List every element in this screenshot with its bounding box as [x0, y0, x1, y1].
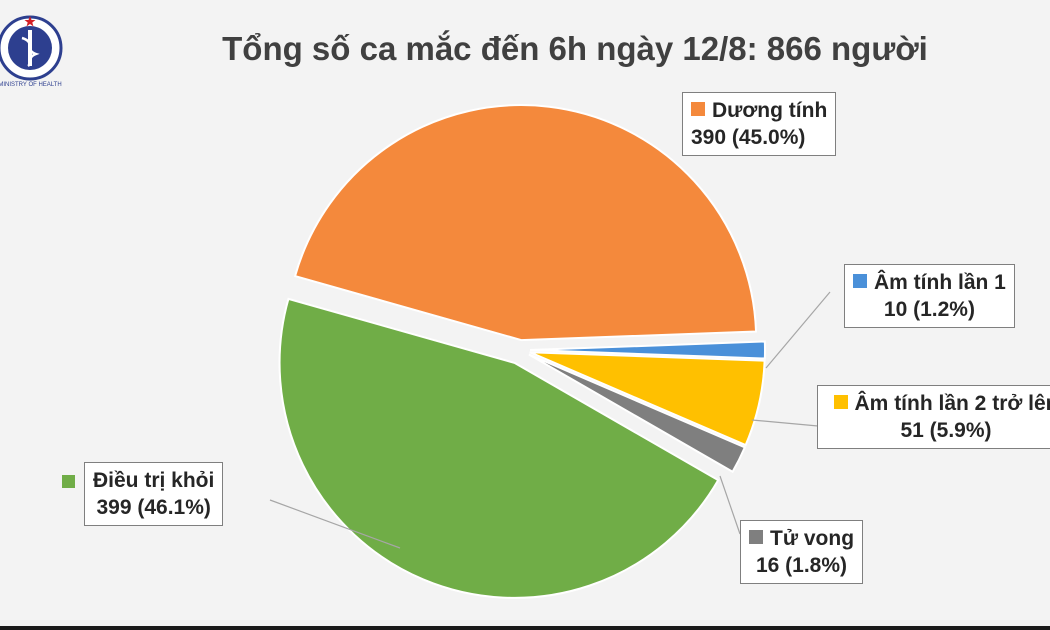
bottom-border [0, 626, 1050, 630]
ministry-of-health-logo: MINISTRY OF HEALTH [0, 15, 63, 88]
legend-swatch-duong-tinh [691, 102, 705, 116]
label-duong-tinh: Dương tính 390 (45.0%) [682, 92, 837, 156]
legend-swatch-am-tinh-2 [833, 395, 848, 409]
pie-slice-tu-vong [528, 353, 747, 474]
label-dieu-tri-khoi: Điều trị khỏi 399 (46.1%) [84, 462, 224, 526]
label-am-tinh-2: Âm tính lần 2 trở lên 51 (5.9%) [817, 385, 1050, 449]
label-name: Điều trị khỏi [93, 469, 215, 492]
label-name: Dương tính [712, 99, 828, 122]
label-value: 399 (46.1%) [96, 496, 211, 519]
leader-line-dieu-tri-khoi [269, 499, 401, 549]
label-name: Tử vong [770, 527, 855, 550]
legend-swatch-am-tinh-1 [853, 274, 867, 288]
svg-text:MINISTRY OF HEALTH: MINISTRY OF HEALTH [0, 82, 62, 88]
leader-line-am-tinh-2 [751, 419, 819, 427]
legend-swatch-dieu-tri-khoi [62, 475, 75, 488]
label-am-tinh-1: Âm tính lần 1 10 (1.2%) [844, 264, 1015, 328]
label-tu-vong: Tử vong 16 (1.8%) [740, 520, 864, 584]
label-name: Âm tính lần 2 trở lên [854, 392, 1050, 415]
legend-swatch-tu-vong [749, 530, 763, 544]
label-value: 51 (5.9%) [900, 419, 992, 442]
leader-line-am-tinh-1 [765, 291, 831, 369]
pie-slice-dieu-tri-khoi [278, 297, 720, 599]
chart-title: Tổng số ca mắc đến 6h ngày 12/8: 866 ngư… [222, 30, 928, 67]
pie-slice-am-tinh-1 [529, 340, 767, 360]
label-value: 390 (45.0%) [691, 126, 806, 149]
label-name: Âm tính lần 1 [874, 271, 1006, 294]
pie-slice-duong-tinh [293, 104, 758, 342]
label-value: 16 (1.8%) [755, 554, 848, 577]
label-value: 10 (1.2%) [883, 298, 975, 321]
leader-line-tu-vong [719, 475, 741, 535]
pie-slice-am-tinh-2 [529, 351, 766, 447]
